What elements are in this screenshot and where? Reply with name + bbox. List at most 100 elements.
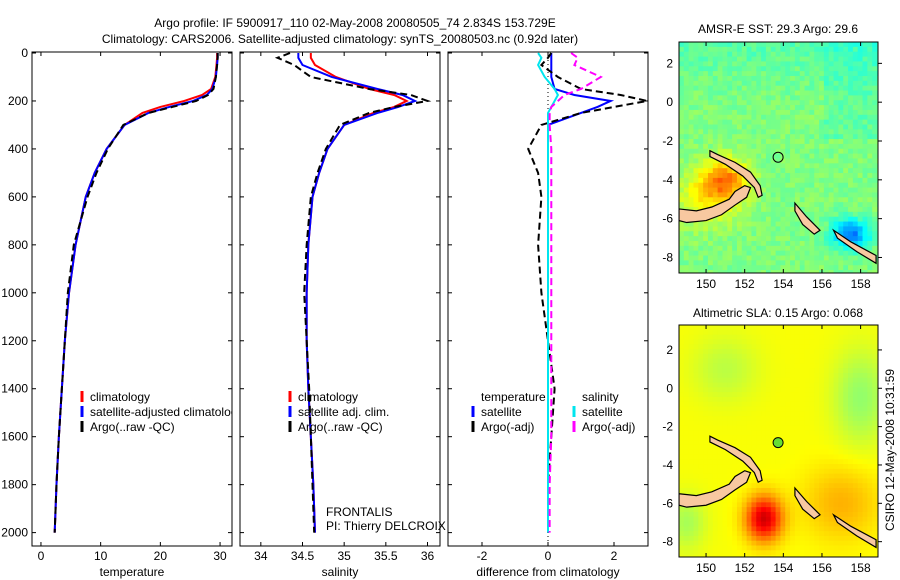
heatmap-cell — [761, 497, 767, 503]
heatmap-cell — [867, 368, 873, 374]
heatmap-cell — [785, 56, 791, 63]
heatmap-cell — [712, 240, 719, 247]
heatmap-cell — [828, 139, 835, 145]
heatmap-cell — [799, 240, 806, 247]
heatmap-cell — [857, 392, 864, 398]
heatmap-cell — [814, 449, 820, 456]
heatmap-cell — [727, 516, 733, 523]
heatmap-cell — [746, 468, 753, 475]
heatmap-cell — [756, 109, 762, 116]
heatmap-cell — [761, 56, 767, 63]
heatmap-cell — [756, 134, 762, 140]
heatmap-cell — [848, 66, 854, 72]
heatmap-cell — [683, 260, 690, 266]
heatmap-cell — [848, 265, 854, 271]
heatmap-cell — [717, 339, 724, 345]
heatmap-cell — [823, 66, 830, 72]
heatmap-cell — [741, 526, 748, 532]
heatmap-cell — [799, 197, 806, 203]
heatmap-cell — [722, 85, 728, 92]
heatmap-cell — [838, 42, 844, 48]
heatmap-cell — [756, 139, 762, 145]
heatmap-cell — [756, 535, 762, 542]
heatmap-cell — [703, 173, 709, 179]
heatmap-cell — [833, 216, 839, 223]
series-line-temperature-argo-adj- — [527, 52, 648, 533]
heatmap-cell — [819, 372, 825, 379]
heatmap-cell — [707, 129, 714, 135]
heatmap-cell — [790, 90, 796, 96]
heatmap-cell — [770, 492, 777, 499]
heatmap-cell — [683, 173, 690, 179]
heatmap-cell — [819, 444, 825, 451]
heatmap-cell — [727, 473, 733, 479]
heatmap-cell — [823, 80, 830, 87]
heatmap-cell — [852, 387, 859, 393]
heatmap-cell — [732, 134, 738, 140]
heatmap-cell — [819, 339, 825, 345]
x-tick-label: 152 — [735, 277, 755, 291]
heatmap-cell — [707, 396, 714, 403]
heatmap-cell — [756, 416, 762, 422]
heatmap-cell — [823, 420, 830, 427]
heatmap-cell — [867, 95, 873, 101]
heatmap-cell — [848, 216, 854, 223]
heatmap-cell — [794, 444, 801, 451]
heatmap-cell — [828, 459, 835, 465]
heatmap-cell — [838, 245, 844, 252]
heatmap-cell — [751, 329, 757, 336]
heatmap-cell — [790, 265, 796, 271]
heatmap-cell — [867, 377, 873, 384]
heatmap-cell — [717, 473, 724, 479]
heatmap-cell — [775, 449, 782, 456]
heatmap-cell — [790, 430, 796, 436]
heatmap-cell — [712, 236, 719, 242]
heatmap-cell — [804, 358, 811, 364]
heatmap-cell — [703, 444, 709, 451]
heatmap-cell — [732, 535, 738, 542]
heatmap-cell — [765, 344, 772, 350]
title-line2: Climatology: CARS2006. Satellite-adjuste… — [102, 32, 578, 46]
heatmap-cell — [833, 51, 839, 58]
heatmap-cell — [804, 363, 811, 369]
heatmap-cell — [872, 334, 878, 340]
heatmap-cell — [746, 368, 753, 374]
heatmap-cell — [727, 329, 733, 336]
heatmap-cell — [790, 348, 796, 355]
heatmap-cell — [852, 197, 859, 203]
heatmap-cell — [736, 459, 743, 465]
heatmap-cell — [790, 236, 796, 242]
heatmap-cell — [707, 325, 714, 331]
heatmap-cell — [799, 124, 806, 130]
heatmap-cell — [703, 114, 709, 121]
heatmap-cell — [785, 353, 791, 360]
heatmap-cell — [872, 197, 878, 203]
heatmap-cell — [765, 387, 772, 393]
heatmap-cell — [780, 75, 786, 82]
heatmap-cell — [775, 119, 782, 126]
heatmap-cell — [698, 358, 704, 364]
heatmap-cell — [794, 66, 801, 72]
heatmap-cell — [833, 382, 839, 388]
heatmap-cell — [683, 416, 690, 422]
heatmap-cell — [785, 387, 791, 393]
heatmap-cell — [693, 66, 699, 72]
heatmap-cell — [867, 353, 873, 360]
heatmap-cell — [727, 545, 733, 551]
heatmap-cell — [799, 95, 806, 101]
heatmap-cell — [843, 449, 849, 456]
heatmap-cell — [746, 197, 753, 203]
heatmap-cell — [799, 348, 806, 355]
heatmap-cell — [722, 163, 728, 169]
heatmap-cell — [761, 440, 767, 446]
heatmap-cell — [717, 100, 724, 106]
heatmap-cell — [712, 75, 719, 82]
heatmap-cell — [804, 202, 811, 208]
heatmap-cell — [780, 46, 786, 53]
heatmap-cell — [848, 85, 854, 92]
heatmap-cell — [698, 109, 704, 116]
heatmap-cell — [698, 516, 704, 523]
heatmap-cell — [727, 392, 733, 398]
heatmap-cell — [785, 555, 791, 557]
heatmap-cell — [722, 531, 728, 537]
